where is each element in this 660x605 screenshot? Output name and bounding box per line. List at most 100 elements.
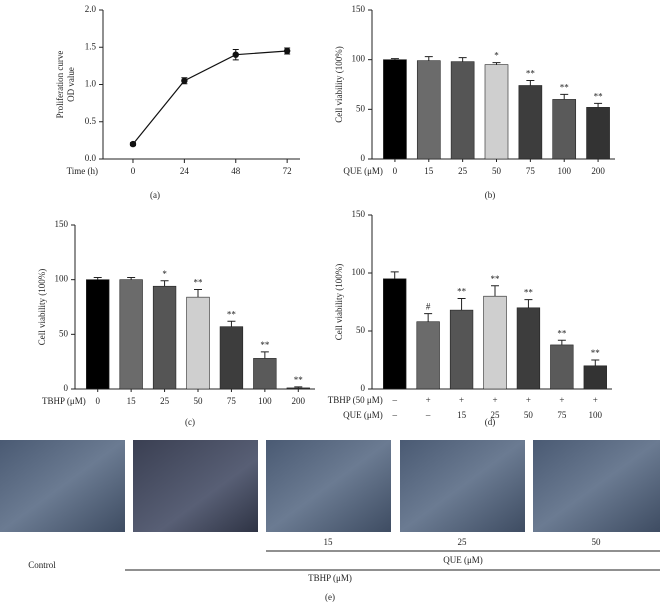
annotation: ** (524, 288, 534, 298)
bar (186, 296, 210, 390)
x-tick-label: 0 (393, 166, 398, 176)
bar (583, 365, 607, 390)
x-tick-label: 75 (227, 396, 237, 406)
annotation: ** (560, 82, 570, 92)
x-tick-label: 50 (492, 166, 502, 176)
error-bar (194, 289, 202, 298)
y-axis-label: OD value (66, 67, 76, 102)
x-tick-label: 200 (591, 166, 605, 176)
y-axis-label: Cell viability (100%) (37, 269, 47, 346)
y-tick-label: 150 (55, 219, 69, 229)
annotation: * (494, 51, 499, 61)
error-bar (458, 57, 467, 62)
micrograph (400, 440, 525, 532)
x-row-label: TBHP (50 μM) (328, 395, 383, 405)
annotation: ** (227, 309, 237, 319)
error-bar (424, 313, 433, 322)
error-bar (526, 80, 535, 86)
error-bar (491, 285, 499, 297)
bar (552, 99, 577, 160)
caption: (d) (485, 417, 496, 427)
x-tick-label: 200 (292, 396, 306, 406)
y-tick-label: 100 (55, 274, 69, 284)
x-tick-label: + (526, 395, 531, 405)
micrograph (533, 440, 660, 532)
x-tick-label: 48 (231, 166, 241, 176)
x-tick-label: + (459, 395, 464, 405)
bar (449, 309, 474, 390)
dose-label: 25 (458, 537, 468, 547)
x-axis-label: QUE (μM) (343, 166, 383, 176)
caption: (e) (325, 592, 335, 602)
error-bar (260, 351, 269, 359)
y-tick-label: 0 (361, 153, 366, 163)
annotation: ** (457, 287, 467, 297)
y-tick-label: 50 (356, 103, 366, 113)
error-bar (390, 271, 399, 279)
error-bar (160, 280, 169, 287)
x-tick-label: 15 (424, 166, 434, 176)
point (283, 47, 291, 55)
annotation: ** (491, 274, 501, 284)
x-tick-label: 72 (283, 166, 292, 176)
error-bar (93, 276, 102, 280)
x-tick-label: + (593, 395, 598, 405)
tbhp-label: TBHP (μM) (308, 573, 352, 583)
control-label: Control (28, 560, 56, 570)
y-tick-label: 50 (356, 325, 366, 335)
micrographs (0, 440, 660, 571)
y-tick-label: 0 (361, 383, 366, 393)
x-tick-label: 0 (95, 396, 100, 406)
micrograph (266, 440, 391, 532)
bar (518, 85, 543, 160)
bar (119, 279, 143, 390)
error-bar (492, 62, 501, 65)
bar (86, 279, 110, 390)
bar (416, 60, 441, 160)
y-tick-label: 0.0 (85, 153, 97, 163)
x-axis-label: TBHP (μM) (42, 396, 86, 406)
x-tick-label: + (559, 395, 564, 405)
que-label: QUE (μM) (443, 555, 483, 565)
bar (450, 61, 475, 160)
annotation: ** (557, 328, 567, 338)
annotation: ** (591, 348, 601, 358)
y-tick-label: 100 (352, 54, 366, 64)
x-tick-label: – (425, 410, 431, 420)
annotation: ** (194, 278, 204, 288)
bar (219, 326, 244, 390)
x-tick-label: 100 (557, 166, 571, 176)
error-bar (524, 299, 533, 308)
x-tick-label: 50 (524, 410, 534, 420)
y-tick-label: 0 (64, 383, 69, 393)
error-bar (227, 320, 236, 327)
error-bar (127, 276, 136, 280)
x-tick-label: 24 (180, 166, 190, 176)
x-axis-label: Time (h) (67, 166, 98, 176)
dose-label: 15 (324, 537, 334, 547)
annotation: ** (594, 91, 604, 101)
annotation: ** (294, 375, 304, 385)
y-axis-label: Cell viability (100%) (334, 46, 344, 123)
x-tick-label: 100 (258, 396, 272, 406)
micrograph (0, 440, 125, 532)
caption: (c) (185, 417, 195, 427)
y-tick-label: 100 (352, 267, 366, 277)
line (132, 50, 288, 145)
y-tick-label: 150 (352, 209, 366, 219)
annotation: * (162, 269, 167, 279)
x-tick-label: 75 (526, 166, 536, 176)
y-axis-label: Cell viability (100%) (334, 264, 344, 341)
bar (383, 278, 407, 390)
annotation: ** (260, 340, 270, 350)
bar (483, 295, 507, 390)
x-tick-label: – (391, 410, 397, 420)
x-tick-label: 50 (194, 396, 204, 406)
point (129, 140, 137, 148)
bar (152, 285, 177, 390)
error-bar (424, 56, 433, 61)
x-tick-label: 25 (160, 396, 170, 406)
point (181, 77, 188, 84)
bar (550, 344, 574, 390)
